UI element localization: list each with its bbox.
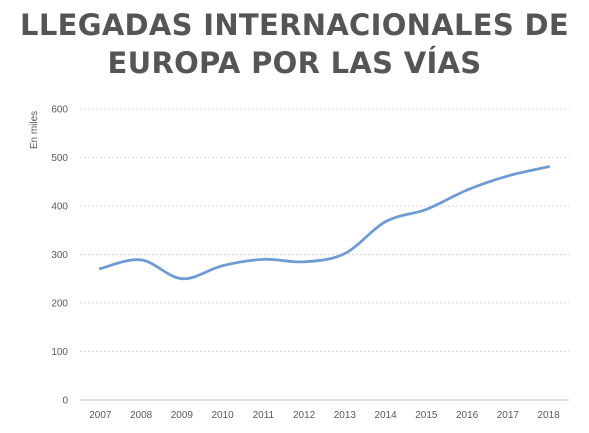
y-tick-label: 0	[62, 396, 68, 407]
x-tick-label: 2018	[538, 410, 561, 421]
data-point	[465, 188, 469, 192]
x-tick-label: 2012	[293, 410, 316, 421]
data-point	[302, 260, 306, 264]
data-point	[424, 207, 428, 211]
data-point	[221, 264, 225, 268]
y-tick-label: 600	[51, 105, 68, 116]
data-point	[547, 165, 551, 169]
x-tick-label: 2015	[415, 410, 438, 421]
y-tick-label: 400	[51, 202, 68, 213]
x-axis-ticks: 2007 2008 2009 2010 2011 2012 2013 2014 2015 2016…	[89, 410, 560, 421]
x-tick-label: 2011	[253, 410, 275, 421]
data-point	[139, 258, 143, 262]
series-line-0	[99, 165, 550, 281]
x-tick-label: 2014	[375, 410, 398, 421]
data-point	[180, 277, 184, 281]
data-point	[98, 267, 102, 270]
data-point	[506, 174, 510, 178]
y-axis-label: En miles	[29, 111, 40, 149]
y-axis-ticks: 0 100 200 300 400 500 600	[51, 105, 68, 407]
y-tick-label: 200	[51, 299, 68, 310]
chart-title-line-2: EUROPA POR LAS VÍAS	[107, 46, 482, 80]
x-tick-label: 2007	[89, 410, 112, 421]
x-tick-label: 2016	[456, 410, 479, 421]
chart-title: LLEGADAS INTERNACIONALES DE EUROPA POR L…	[0, 6, 589, 82]
chart-title-line-1: LLEGADAS INTERNACIONALES DE	[20, 8, 569, 42]
y-tick-label: 100	[51, 347, 68, 358]
data-point	[384, 220, 388, 223]
grid-lines	[80, 108, 569, 401]
series-layer	[98, 165, 551, 281]
x-tick-label: 2013	[334, 410, 357, 421]
x-tick-label: 2017	[497, 410, 520, 421]
x-tick-label: 2009	[171, 410, 194, 421]
data-point	[261, 257, 265, 261]
x-tick-label: 2010	[212, 410, 235, 421]
y-tick-label: 500	[51, 153, 68, 164]
y-tick-label: 300	[51, 250, 68, 261]
x-tick-label: 2008	[130, 410, 153, 421]
data-point	[343, 252, 347, 255]
